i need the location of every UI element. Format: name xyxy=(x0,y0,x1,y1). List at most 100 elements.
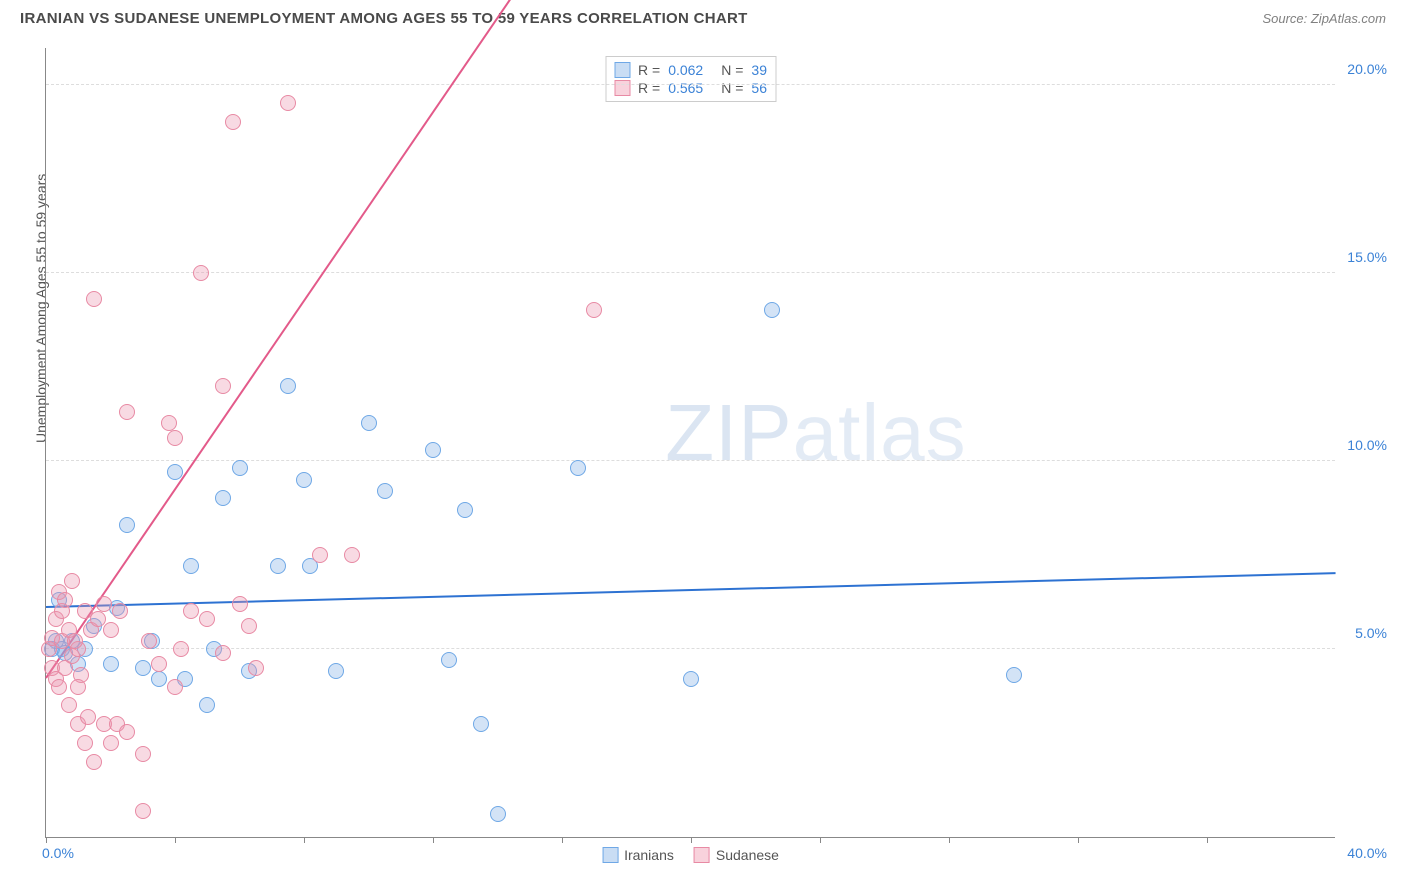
data-point xyxy=(141,633,157,649)
data-point xyxy=(80,709,96,725)
data-point xyxy=(77,735,93,751)
x-tick xyxy=(433,837,434,843)
data-point xyxy=(103,735,119,751)
x-tick xyxy=(46,837,47,843)
data-point xyxy=(199,611,215,627)
data-point xyxy=(64,573,80,589)
watermark-atlas: atlas xyxy=(793,388,967,477)
legend-swatch xyxy=(614,80,630,96)
y-tick-label: 10.0% xyxy=(1347,437,1387,453)
data-point xyxy=(70,679,86,695)
legend-item: Iranians xyxy=(602,847,674,863)
data-point xyxy=(86,754,102,770)
legend-swatch xyxy=(694,847,710,863)
x-tick xyxy=(562,837,563,843)
y-tick-label: 5.0% xyxy=(1355,625,1387,641)
data-point xyxy=(296,472,312,488)
data-point xyxy=(119,724,135,740)
x-max-label: 40.0% xyxy=(1347,845,1387,861)
data-point xyxy=(112,603,128,619)
data-point xyxy=(103,656,119,672)
data-point xyxy=(86,291,102,307)
x-tick xyxy=(820,837,821,843)
n-value: 39 xyxy=(751,62,767,78)
data-point xyxy=(490,806,506,822)
data-point xyxy=(232,596,248,612)
x-tick xyxy=(1207,837,1208,843)
data-point xyxy=(425,442,441,458)
data-point xyxy=(167,464,183,480)
data-point xyxy=(103,622,119,638)
source-attribution: Source: ZipAtlas.com xyxy=(1262,11,1386,26)
data-point xyxy=(167,430,183,446)
data-point xyxy=(764,302,780,318)
data-point xyxy=(151,656,167,672)
data-point xyxy=(586,302,602,318)
data-point xyxy=(328,663,344,679)
data-point xyxy=(441,652,457,668)
n-label: N = xyxy=(721,62,743,78)
data-point xyxy=(119,404,135,420)
plot-area: ZIPatlas R =0.062N =39R =0.565N =56 0.0%… xyxy=(45,48,1335,838)
x-origin-label: 0.0% xyxy=(42,845,74,861)
data-point xyxy=(570,460,586,476)
watermark-zip: ZIP xyxy=(665,388,792,477)
data-point xyxy=(135,660,151,676)
data-point xyxy=(96,596,112,612)
r-value: 0.565 xyxy=(668,80,703,96)
data-point xyxy=(151,671,167,687)
data-point xyxy=(193,265,209,281)
legend-item: Sudanese xyxy=(694,847,779,863)
data-point xyxy=(215,378,231,394)
series-legend: Iranians Sudanese xyxy=(602,847,779,863)
data-point xyxy=(312,547,328,563)
gridline xyxy=(46,84,1335,85)
x-tick xyxy=(304,837,305,843)
legend-swatch xyxy=(602,847,618,863)
data-point xyxy=(135,803,151,819)
legend-swatch xyxy=(614,62,630,78)
data-point xyxy=(183,603,199,619)
y-tick-label: 20.0% xyxy=(1347,61,1387,77)
n-label: N = xyxy=(721,80,743,96)
legend-label: Sudanese xyxy=(716,847,779,863)
r-value: 0.062 xyxy=(668,62,703,78)
data-point xyxy=(683,671,699,687)
data-point xyxy=(215,645,231,661)
data-point xyxy=(161,415,177,431)
data-point xyxy=(167,679,183,695)
data-point xyxy=(183,558,199,574)
gridline xyxy=(46,272,1335,273)
legend-label: Iranians xyxy=(624,847,674,863)
stats-legend: R =0.062N =39R =0.565N =56 xyxy=(605,56,776,102)
data-point xyxy=(248,660,264,676)
data-point xyxy=(67,633,83,649)
data-point xyxy=(361,415,377,431)
header: IRANIAN VS SUDANESE UNEMPLOYMENT AMONG A… xyxy=(0,0,1406,33)
data-point xyxy=(135,746,151,762)
data-point xyxy=(232,460,248,476)
source-name: ZipAtlas.com xyxy=(1311,11,1386,26)
x-tick xyxy=(949,837,950,843)
chart-title: IRANIAN VS SUDANESE UNEMPLOYMENT AMONG A… xyxy=(20,10,748,27)
data-point xyxy=(377,483,393,499)
stats-legend-row: R =0.565N =56 xyxy=(614,79,767,97)
data-point xyxy=(215,490,231,506)
data-point xyxy=(199,697,215,713)
data-point xyxy=(473,716,489,732)
x-tick xyxy=(175,837,176,843)
data-point xyxy=(241,618,257,634)
data-point xyxy=(61,697,77,713)
n-value: 56 xyxy=(751,80,767,96)
source-prefix: Source: xyxy=(1262,11,1310,26)
y-tick-label: 15.0% xyxy=(1347,249,1387,265)
stats-legend-row: R =0.062N =39 xyxy=(614,61,767,79)
plot-wrapper: Unemployment Among Ages 55 to 59 years Z… xyxy=(45,48,1385,838)
data-point xyxy=(119,517,135,533)
data-point xyxy=(280,378,296,394)
data-point xyxy=(57,592,73,608)
data-point xyxy=(270,558,286,574)
data-point xyxy=(1006,667,1022,683)
watermark: ZIPatlas xyxy=(665,387,966,479)
x-tick xyxy=(1078,837,1079,843)
